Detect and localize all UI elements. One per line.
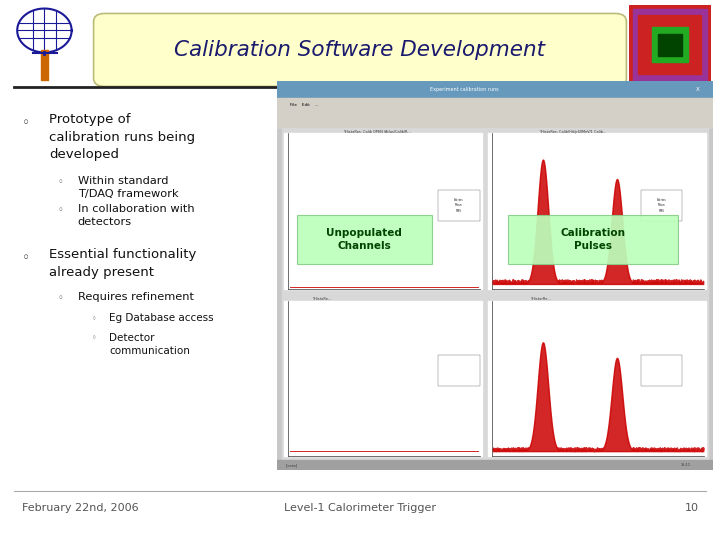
- Text: Essential functionality
already present: Essential functionality already present: [49, 248, 197, 279]
- Text: THistoRes: Calib/Hit/p40MeV/1 Calib...: THistoRes: Calib/Hit/p40MeV/1 Calib...: [539, 130, 606, 133]
- Bar: [282, 127, 708, 466]
- Text: X: X: [696, 87, 700, 92]
- Bar: [40, 50, 48, 80]
- Bar: [277, 112, 713, 127]
- Text: Entries
Mean
RMS: Entries Mean RMS: [657, 198, 666, 213]
- Text: Detector
communication: Detector communication: [109, 333, 190, 356]
- Bar: [284, 133, 482, 289]
- Bar: [284, 301, 482, 456]
- Text: ◦: ◦: [22, 251, 30, 265]
- Text: Entries
Mean
RMS: Entries Mean RMS: [454, 198, 464, 213]
- Text: Prototype of
calibration runs being
developed: Prototype of calibration runs being deve…: [49, 113, 195, 161]
- Text: ◦: ◦: [92, 334, 96, 343]
- Text: File    Edit    ...: File Edit ...: [290, 104, 319, 107]
- Bar: [438, 190, 480, 221]
- Text: Level-1 Calorimeter Trigger: Level-1 Calorimeter Trigger: [284, 503, 436, 514]
- Bar: [641, 190, 683, 221]
- Bar: [639, 15, 701, 75]
- FancyBboxPatch shape: [508, 215, 678, 264]
- Bar: [488, 133, 706, 289]
- Text: THistoRe...: THistoRe...: [312, 296, 331, 301]
- Text: ◦: ◦: [58, 205, 63, 215]
- Bar: [277, 460, 713, 470]
- Text: 10: 10: [685, 503, 698, 514]
- FancyBboxPatch shape: [297, 215, 432, 264]
- Bar: [641, 355, 683, 386]
- Text: THistorRe...: THistorRe...: [530, 296, 551, 301]
- Text: 15:11: 15:11: [681, 463, 691, 467]
- Bar: [488, 301, 706, 456]
- Bar: [438, 355, 480, 386]
- Text: [icons]: [icons]: [286, 463, 298, 467]
- Text: ◦: ◦: [92, 314, 96, 323]
- Text: February 22nd, 2006: February 22nd, 2006: [22, 503, 138, 514]
- Text: Requires refinement: Requires refinement: [78, 292, 194, 302]
- Text: THistoRes: Calib OPEN /Atlas/Calib/R...: THistoRes: Calib OPEN /Atlas/Calib/R...: [343, 130, 410, 133]
- Text: Within standard
T/DAQ framework: Within standard T/DAQ framework: [78, 176, 179, 199]
- Text: Calibration Software Development: Calibration Software Development: [174, 39, 546, 60]
- Bar: [658, 33, 682, 56]
- Text: ◦: ◦: [58, 293, 63, 303]
- FancyBboxPatch shape: [94, 14, 626, 86]
- Text: Experiment calibration runs: Experiment calibration runs: [430, 87, 498, 92]
- Bar: [652, 28, 688, 62]
- Text: Calibration
Pulses: Calibration Pulses: [560, 228, 626, 251]
- Text: Eg Database access: Eg Database access: [109, 313, 214, 323]
- Text: In collaboration with
detectors: In collaboration with detectors: [78, 204, 194, 227]
- Bar: [277, 98, 713, 112]
- Text: Unpopulated
Channels: Unpopulated Channels: [326, 228, 402, 251]
- Bar: [277, 81, 713, 98]
- Text: ◦: ◦: [22, 116, 30, 130]
- Text: ◦: ◦: [58, 177, 63, 187]
